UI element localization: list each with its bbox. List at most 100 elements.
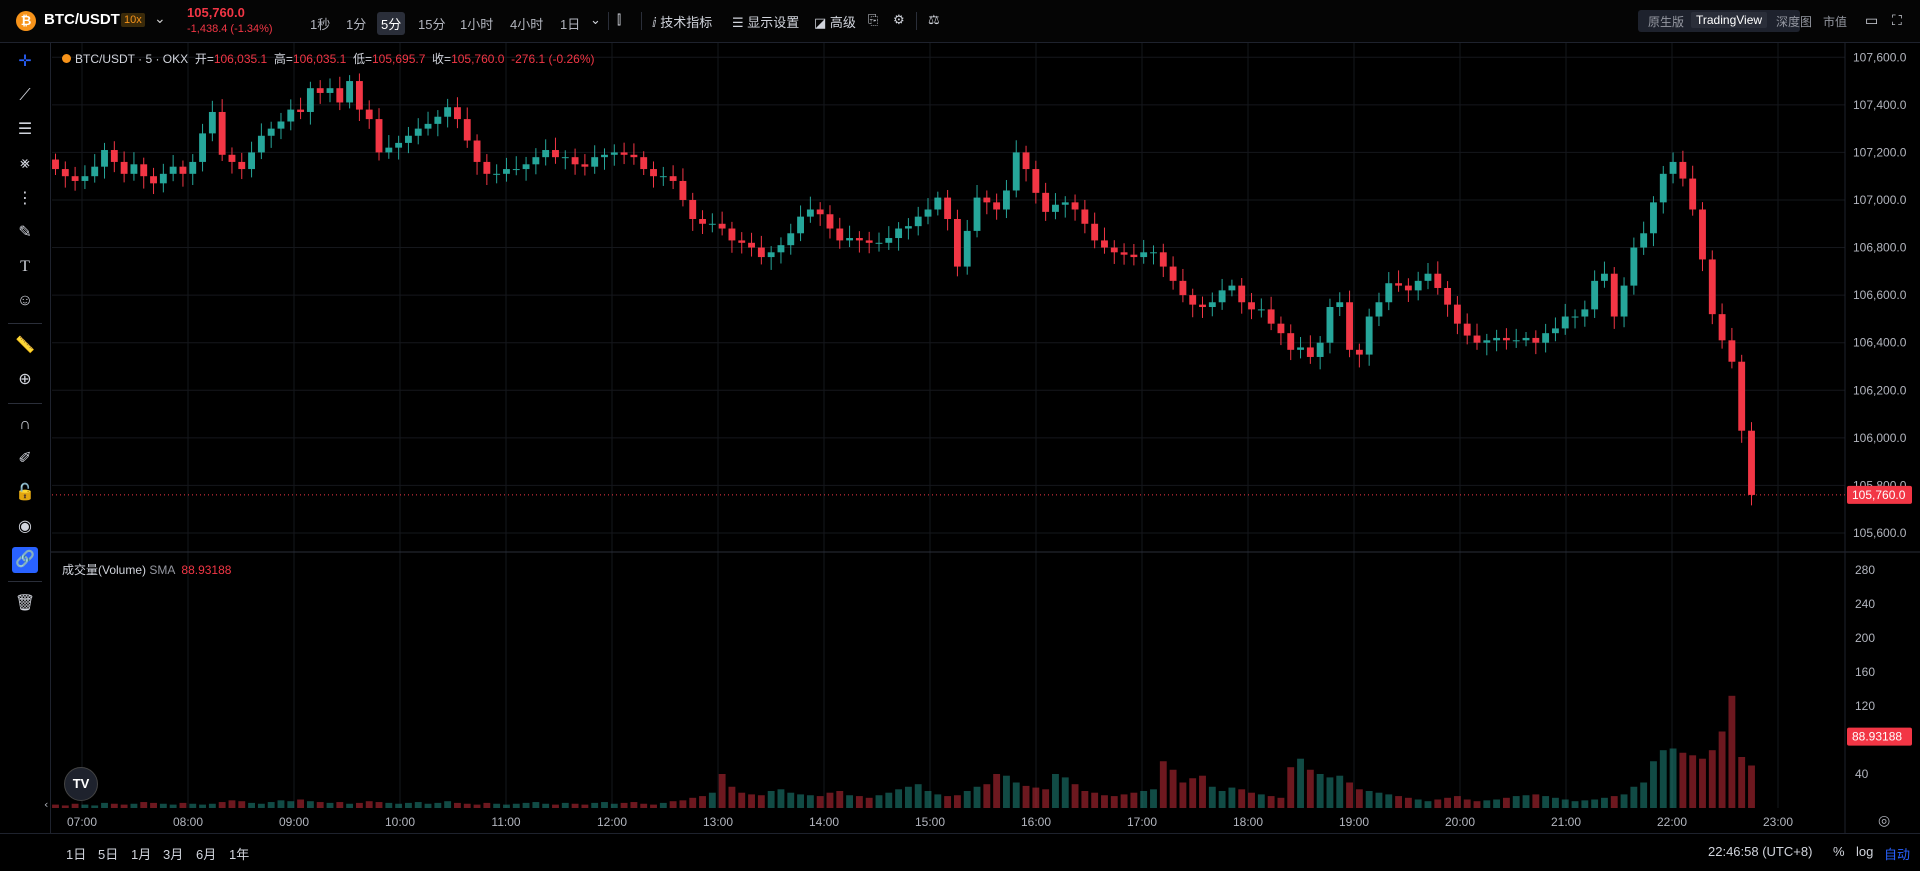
snapshot-icon[interactable]: ⎘ xyxy=(868,12,879,27)
range-6m[interactable]: 6月 xyxy=(196,847,217,862)
candle xyxy=(787,233,795,246)
candle xyxy=(444,107,452,117)
log-toggle[interactable]: log xyxy=(1856,844,1874,859)
volume-bar xyxy=(904,786,912,808)
legend-high-label: 高= xyxy=(273,52,293,66)
pencil-lock-icon[interactable]: ✐ xyxy=(18,450,32,467)
volume-bar xyxy=(257,803,265,808)
volume-bar xyxy=(1110,796,1118,808)
candle xyxy=(503,169,510,174)
pattern-icon[interactable]: ⨳ xyxy=(20,155,30,172)
auto-toggle[interactable]: 自动 xyxy=(1884,847,1911,862)
timeframe-4h[interactable]: 4小时 xyxy=(510,17,544,32)
volume-bar xyxy=(1483,800,1491,808)
eye-icon[interactable]: ◉ xyxy=(18,518,32,535)
timeframe-1s[interactable]: 1秒 xyxy=(310,17,331,32)
gear-icon[interactable]: ⚙ xyxy=(893,12,905,27)
x-tick-label: 22:00 xyxy=(1657,815,1687,829)
candle xyxy=(659,176,667,178)
candle xyxy=(120,161,128,174)
timeframe-1d[interactable]: 1日 xyxy=(560,17,581,32)
range-3m[interactable]: 3月 xyxy=(163,847,184,862)
trendline-icon[interactable]: ⟋ xyxy=(19,87,31,104)
volume-bar xyxy=(983,784,991,808)
volume-bar xyxy=(1150,789,1157,808)
prediction-icon[interactable]: ⋮ xyxy=(17,190,33,207)
volume-bar xyxy=(1601,797,1608,808)
volume-bar xyxy=(806,795,814,808)
leverage-badge: 10x xyxy=(121,13,145,27)
volume-bar xyxy=(1052,774,1059,808)
indicators-button[interactable]: ⅈ 技术指标 xyxy=(652,12,712,31)
candle-type-icon[interactable]: ⫿ xyxy=(617,12,622,27)
emoji-icon[interactable]: ☺ xyxy=(16,292,34,309)
range-1m[interactable]: 1月 xyxy=(131,847,152,862)
symbol-name[interactable]: BTC/USDT xyxy=(44,11,120,28)
candle xyxy=(434,116,442,124)
scroll-left-icon[interactable]: ‹ xyxy=(44,798,48,811)
magnet-icon[interactable]: ∩ xyxy=(19,416,31,433)
volume-bar xyxy=(1728,695,1736,808)
clock[interactable]: 22:46:58 (UTC+8) xyxy=(1708,844,1813,859)
timeframe-5m[interactable]: 5分 xyxy=(377,12,406,35)
x-tick-label: 20:00 xyxy=(1445,815,1475,829)
volume-bar xyxy=(836,791,844,808)
range-5d[interactable]: 5日 xyxy=(98,847,119,862)
volume-bar xyxy=(650,804,657,808)
candle xyxy=(875,242,883,244)
text-icon[interactable]: T xyxy=(20,258,30,275)
candle xyxy=(1052,204,1059,212)
volume-bar xyxy=(375,802,383,808)
volume-bar xyxy=(130,803,138,808)
link-icon[interactable]: 🔗 xyxy=(12,547,38,573)
range-1d[interactable]: 1日 xyxy=(66,847,87,862)
volume-bar xyxy=(1159,761,1167,808)
trash-icon[interactable]: 🗑 xyxy=(14,595,36,612)
timeframe-1m[interactable]: 1分 xyxy=(346,17,367,32)
candle xyxy=(855,238,863,241)
candle xyxy=(1395,283,1403,286)
window-icon[interactable]: ▭ xyxy=(1865,12,1879,28)
chevron-down-icon[interactable]: ⌄ xyxy=(154,10,166,26)
tab-depth[interactable]: 深度图 xyxy=(1776,15,1813,29)
volume-bar xyxy=(503,804,510,808)
tab-market-cap[interactable]: 市值 xyxy=(1823,15,1848,29)
timeframe-15m[interactable]: 15分 xyxy=(418,17,446,32)
divider xyxy=(916,12,917,30)
volume-bar xyxy=(1502,797,1510,808)
candle xyxy=(1512,340,1520,342)
range-1y[interactable]: 1年 xyxy=(229,847,250,862)
tab-tradingview[interactable]: TradingView xyxy=(1691,12,1768,28)
percent-toggle[interactable]: % xyxy=(1833,844,1845,859)
zoom-in-icon[interactable]: ⊕ xyxy=(18,371,32,388)
candle xyxy=(1277,323,1285,334)
advanced-button[interactable]: ◪ 高级 xyxy=(814,12,856,31)
fib-lines-icon[interactable]: ☰ xyxy=(17,121,33,138)
legend-low-label: 低= xyxy=(352,52,372,66)
candle xyxy=(454,107,461,120)
fullscreen-icon[interactable]: ⛶ xyxy=(1892,12,1902,28)
scale-icon[interactable]: ⚖ xyxy=(928,12,940,27)
brush-icon[interactable]: ✎ xyxy=(18,224,32,241)
crosshair-icon[interactable]: ✛ xyxy=(18,53,32,70)
timeframe-1h[interactable]: 1小时 xyxy=(460,17,494,32)
display-settings-button[interactable]: ☰ 显示设置 xyxy=(732,12,799,31)
candle xyxy=(277,121,285,129)
settings-circle-icon[interactable]: ◎ xyxy=(1878,813,1890,829)
candle xyxy=(179,166,187,174)
candle xyxy=(767,252,775,258)
tab-native[interactable]: 原生版 xyxy=(1648,15,1685,29)
candle xyxy=(1463,323,1471,336)
volume-bar xyxy=(1453,796,1461,808)
candle xyxy=(101,150,108,167)
ruler-icon[interactable]: 📏 xyxy=(15,337,35,354)
timeframe-more-chevron-icon[interactable]: ⌄ xyxy=(590,12,601,27)
tradingview-logo-icon[interactable]: TV xyxy=(64,767,98,801)
volume-bar xyxy=(1022,785,1030,808)
candle xyxy=(346,81,354,103)
display-settings-label: 显示设置 xyxy=(747,15,800,30)
candle xyxy=(1708,259,1716,315)
candle xyxy=(1110,247,1118,253)
lock-icon[interactable]: 🔓 xyxy=(15,484,35,501)
